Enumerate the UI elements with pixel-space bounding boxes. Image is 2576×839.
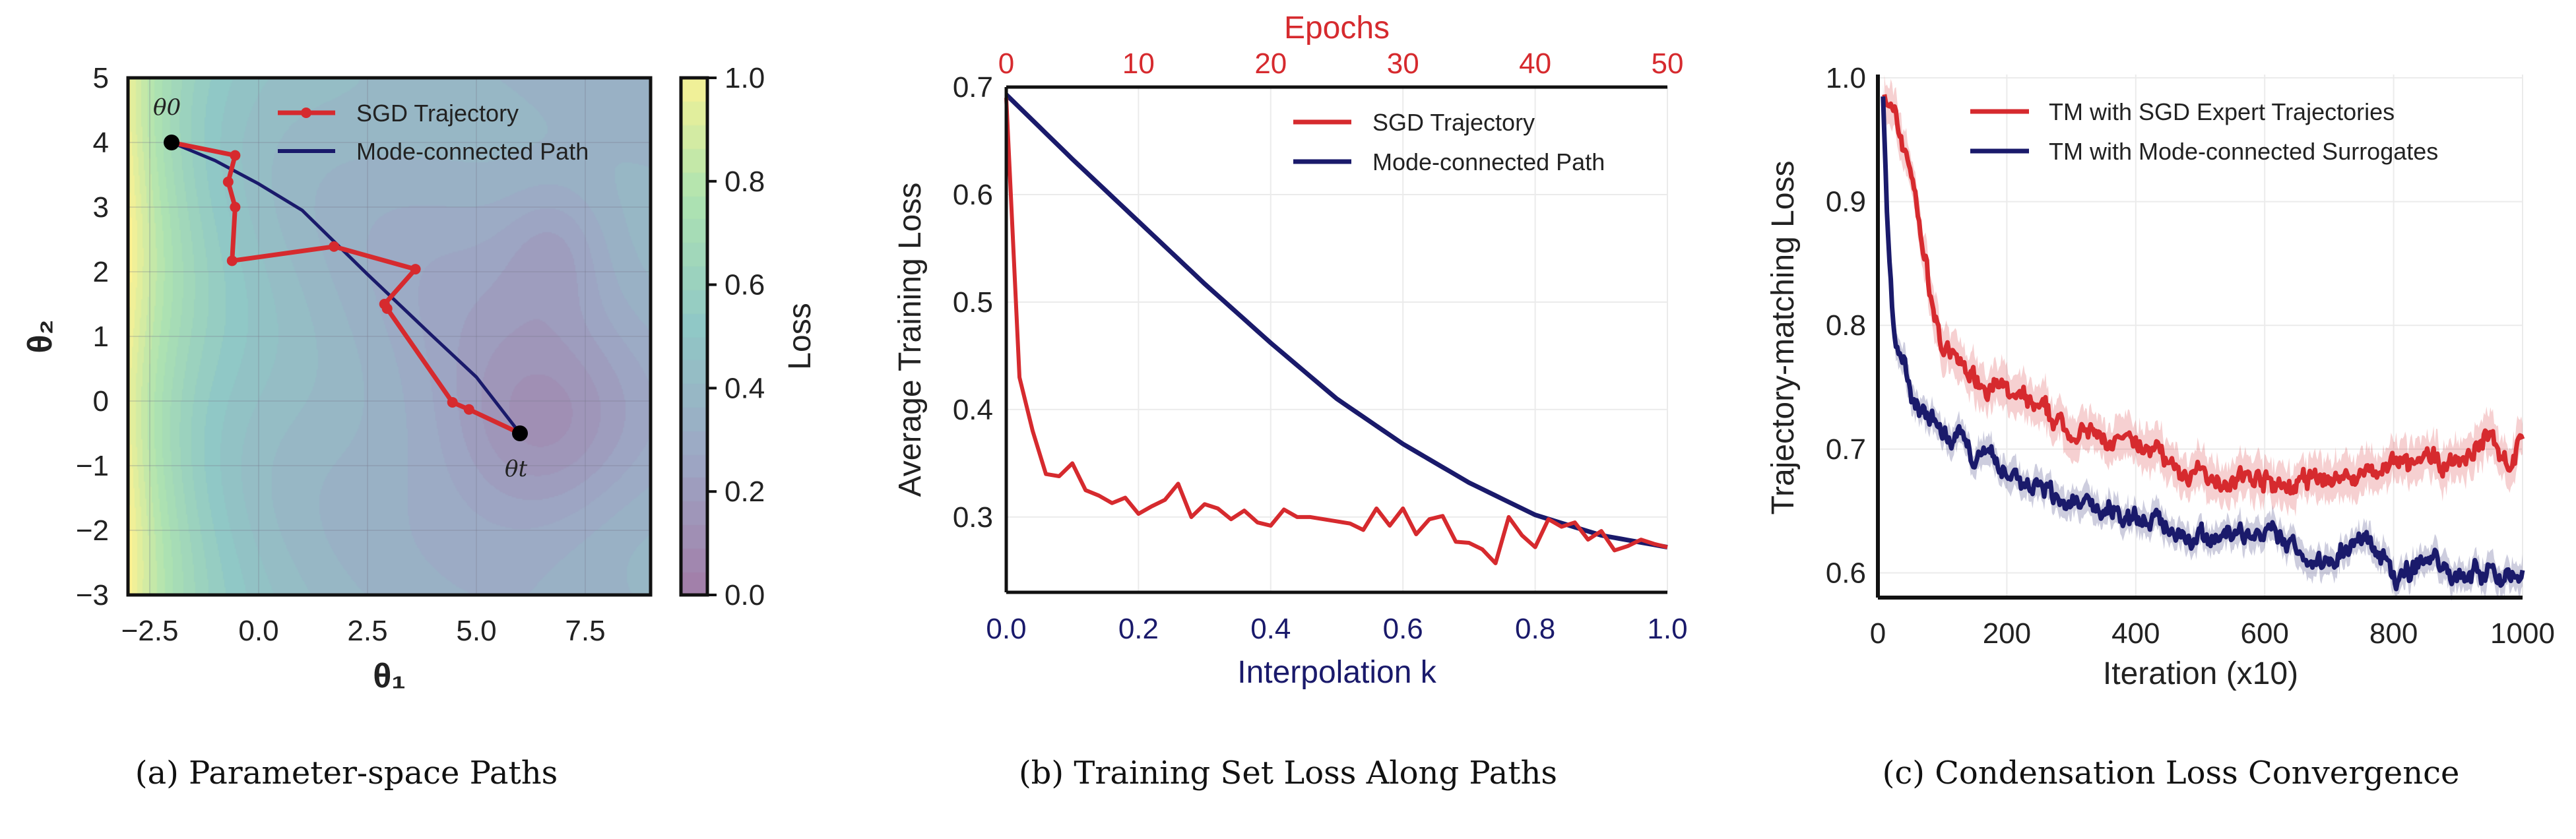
caption-c: (c) Condensation Loss Convergence xyxy=(1883,755,2460,792)
top-x-axis-label: Epochs xyxy=(1284,11,1390,46)
y-tick-label: 0.6 xyxy=(1826,557,1866,589)
y-axis-label: Average Training Loss xyxy=(893,183,928,497)
x-tick-label: 400 xyxy=(2111,617,2160,650)
y-tick-label: −2 xyxy=(76,514,109,547)
y-tick-label: −1 xyxy=(76,450,109,482)
sgd-trajectory-line xyxy=(171,140,521,436)
y-tick-label: 0.4 xyxy=(953,394,993,426)
sgd-trajectory-point xyxy=(329,241,340,252)
caption-a: (a) Parameter-space Paths xyxy=(135,755,558,792)
thetat-annotation: θt xyxy=(505,456,527,482)
x-tick-label: 0.8 xyxy=(1515,613,1555,645)
colorbar-tick-label: 0.0 xyxy=(724,579,765,611)
legend: SGD Trajectory Mode-connected Path xyxy=(1293,109,1605,175)
y-tick-label: 0.6 xyxy=(953,179,993,211)
sgd-trajectory-point xyxy=(410,264,421,275)
x-tick-label: −2.5 xyxy=(121,615,179,647)
x-tick-label: 7.5 xyxy=(565,615,605,647)
colorbar-tick-label: 1.0 xyxy=(724,62,765,94)
colorbar-tick-label: 0.6 xyxy=(724,269,765,301)
sgd-trajectory-point xyxy=(230,150,241,161)
legend-label-mode: TM with Mode-connected Surrogates xyxy=(2049,138,2438,165)
y-axis-label: Trajectory-matching Loss xyxy=(1766,160,1801,514)
top-x-tick-label: 30 xyxy=(1387,47,1419,80)
theta0-point xyxy=(164,135,179,150)
y-tick-label: 4 xyxy=(93,127,109,159)
panel-a-frame xyxy=(126,76,653,597)
top-x-tick-label: 0 xyxy=(998,47,1014,80)
colorbar-tick-label: 0.8 xyxy=(724,166,765,198)
y-tick-label: 0 xyxy=(93,385,109,418)
y-tick-label: 0.7 xyxy=(1826,433,1866,466)
x-tick-label: 0.6 xyxy=(1383,613,1423,645)
x-tick-label: 800 xyxy=(2369,617,2418,650)
legend-label-mode: Mode-connected Path xyxy=(356,138,589,165)
x-tick-label: 200 xyxy=(1983,617,2031,650)
y-tick-label: 2 xyxy=(93,256,109,288)
y-tick-label: 0.8 xyxy=(1826,309,1866,342)
top-x-tick-label: 40 xyxy=(1519,47,1551,80)
colorbar-label: Loss xyxy=(783,303,818,369)
panel-c: 0 200 400 600 800 1000 0.6 0.7 0.8 0.9 1.0 Iterati… xyxy=(1766,62,2555,792)
x-axis-label: θ₁ xyxy=(373,657,406,695)
colorbar-tick-label: 0.4 xyxy=(724,372,765,404)
caption-b: (b) Training Set Loss Along Paths xyxy=(1019,755,1557,792)
sgd-trajectory-point xyxy=(463,404,474,415)
sgd-trajectory-point xyxy=(222,176,234,187)
y-tick-label: 1 xyxy=(93,321,109,353)
y-tick-label: 1.0 xyxy=(1826,62,1866,94)
mode-connected-path-line xyxy=(171,140,521,435)
legend-label-sgd: SGD Trajectory xyxy=(1372,109,1535,136)
colorbar xyxy=(681,78,707,595)
sgd-expert-line xyxy=(1882,94,2525,496)
y-tick-label: 0.3 xyxy=(953,501,993,534)
sgd-trajectory-point xyxy=(381,303,393,314)
x-tick-label: 0.2 xyxy=(1118,613,1159,645)
loss-landscape-heatmap xyxy=(128,78,651,595)
legend-label-sgd: TM with SGD Expert Trajectories xyxy=(2049,98,2395,125)
y-tick-label: 0.9 xyxy=(1826,186,1866,218)
x-tick-label: 0.4 xyxy=(1250,613,1291,645)
sgd-trajectory-point xyxy=(230,202,241,212)
top-x-tick-label: 10 xyxy=(1122,47,1155,80)
legend: TM with SGD Expert Trajectories TM with … xyxy=(1970,98,2438,165)
sgd-trajectory-point xyxy=(226,255,238,266)
colorbar-tick-label: 0.2 xyxy=(724,476,765,508)
colorbar-frame xyxy=(679,76,709,597)
x-axis-label: Interpolation k xyxy=(1237,655,1437,690)
mode-connected-surrogate-line xyxy=(1881,96,2525,592)
legend-marker-sgd xyxy=(301,108,311,118)
y-tick-label: 5 xyxy=(93,62,109,94)
x-tick-label: 2.5 xyxy=(347,615,387,647)
sgd-trajectory-line xyxy=(1004,98,1668,565)
sgd-trajectory-point xyxy=(447,396,458,408)
legend: SGD Trajectory Mode-connected Path xyxy=(278,100,589,165)
legend-label-sgd: SGD Trajectory xyxy=(356,100,519,127)
y-tick-label: 0.7 xyxy=(953,71,993,104)
mode-connected-path-line xyxy=(1004,92,1668,549)
x-tick-label: 600 xyxy=(2240,617,2288,650)
x-tick-label: 1.0 xyxy=(1647,613,1687,645)
top-x-tick-label: 20 xyxy=(1254,47,1287,80)
x-tick-label: 0 xyxy=(1870,617,1886,650)
y-axis-label: θ₂ xyxy=(21,319,59,353)
panel-a: −2.5 0.0 2.5 5.0 7.5 −3 −2 −1 0 1 2 3 4 5 0.0 0.2 0.4 0.6… xyxy=(21,62,818,792)
x-tick-label: 0.0 xyxy=(238,615,278,647)
x-axis-label: Iteration (x10) xyxy=(2103,656,2298,691)
y-tick-label: 0.5 xyxy=(953,286,993,319)
x-tick-label: 0.0 xyxy=(986,613,1026,645)
top-x-tick-label: 50 xyxy=(1652,47,1684,80)
y-tick-label: −3 xyxy=(76,579,109,611)
panel-b: 0.0 0.2 0.4 0.6 0.8 1.0 0 10 20 30 40 50 0.3 0.4 0.5 0.… xyxy=(893,11,1688,792)
theta0-annotation: θ0 xyxy=(153,94,181,121)
x-tick-label: 1000 xyxy=(2490,617,2555,650)
thetat-point xyxy=(512,425,528,441)
y-tick-label: 3 xyxy=(93,191,109,224)
x-tick-label: 5.0 xyxy=(456,615,496,647)
legend-label-mode: Mode-connected Path xyxy=(1372,148,1605,175)
